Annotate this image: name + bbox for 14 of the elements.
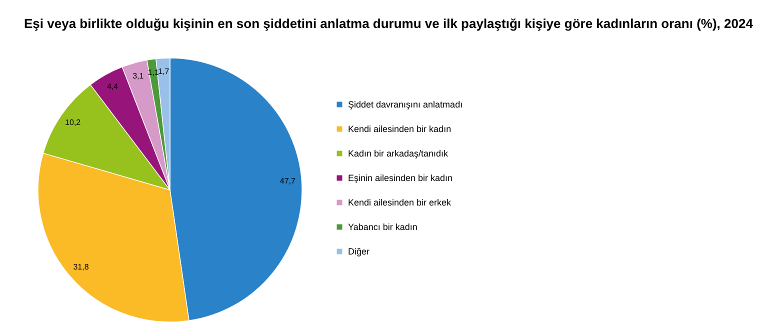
legend-label: Kendi ailesinden bir kadın (348, 124, 452, 134)
legend-label: Yabancı bir kadın (348, 222, 418, 232)
legend-label: Eşinin ailesinden bir kadın (348, 173, 453, 183)
legend-label: Kendi ailesinden bir erkek (348, 198, 452, 208)
chart-title: Eşi veya birlikte olduğu kişinin en son şiddetini anlatma durumu ve ilk paylaştığı kişiye göre kadınların oranı (%), 2024 (24, 15, 754, 33)
data-label: 31,8 (73, 262, 90, 272)
data-label: 1,7 (158, 67, 170, 76)
data-label: 47,7 (280, 176, 296, 186)
legend-label: Şiddet davranışını anlatmadı (348, 100, 463, 110)
data-label: 10,2 (65, 118, 82, 128)
legend-label: Kadın bir arkadaş/tanıdık (348, 148, 449, 158)
legend-label: Diğer (348, 246, 370, 256)
data-label: 4,4 (106, 82, 119, 91)
data-label: 3,1 (132, 71, 144, 80)
